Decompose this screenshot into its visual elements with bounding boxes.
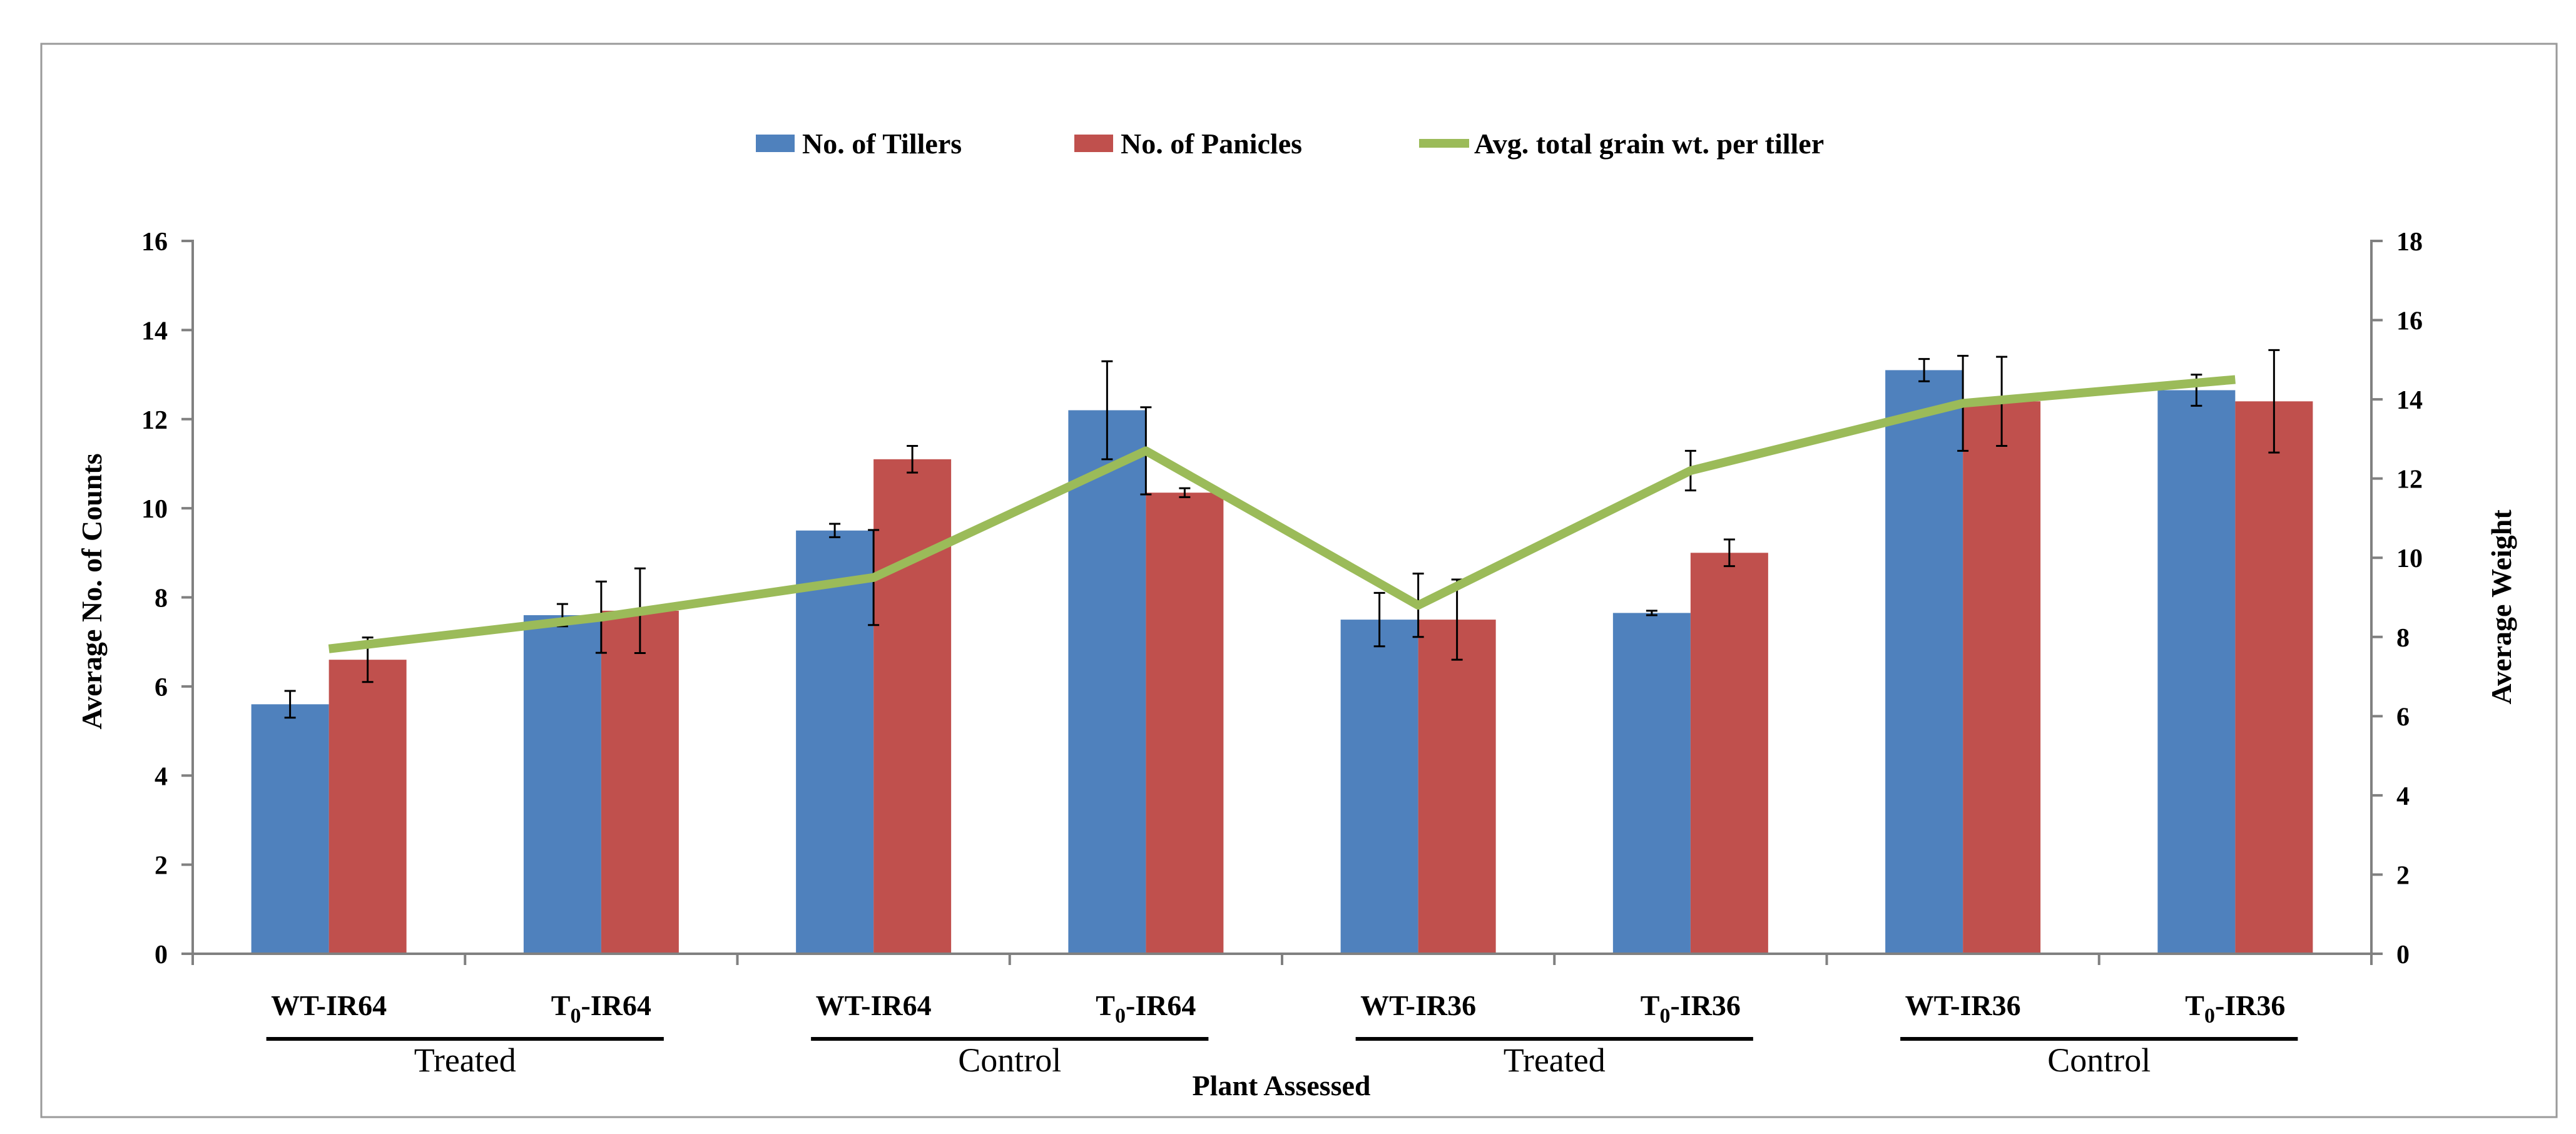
y2-tick-label-9: 18 bbox=[2396, 228, 2423, 257]
y2-tick-label-2: 4 bbox=[2396, 782, 2410, 811]
chart-frame bbox=[40, 43, 2558, 1118]
error-bar-0-4 bbox=[1373, 591, 1385, 648]
group-label-0: Treated bbox=[414, 1041, 516, 1079]
axes-layer: 0 2 4 6 8 10 12 14 16 0 2 4 6 8 10 12 14 16 18 bbox=[141, 228, 2423, 969]
bar-1-4 bbox=[1418, 620, 1496, 954]
error-bar-0-5 bbox=[1646, 610, 1657, 616]
y-tick-label-5: 10 bbox=[141, 495, 168, 524]
y2-tick-label-7: 14 bbox=[2396, 386, 2423, 415]
legend-swatch-1 bbox=[1074, 135, 1113, 152]
y2-tick-label-5: 10 bbox=[2396, 544, 2423, 573]
group-label-2: Treated bbox=[1504, 1041, 1606, 1079]
bar-1-6 bbox=[1963, 401, 2041, 954]
x-tick-label-suffix: -IR36 bbox=[1670, 989, 1740, 1021]
bar-1-5 bbox=[1690, 553, 1768, 954]
x-tick-label-4: WT-IR36 bbox=[1360, 989, 1476, 1021]
legend-label-2: Avg. total grain wt. per tiller bbox=[1474, 128, 1824, 160]
x-tick-label-6: WT-IR36 bbox=[1905, 989, 2021, 1021]
x-tick-label-2: WT-IR64 bbox=[816, 989, 932, 1021]
y-tick-label-3: 6 bbox=[155, 673, 168, 702]
bars-layer bbox=[251, 370, 2313, 954]
x-tick-label-1: T0-IR64 bbox=[551, 989, 651, 1028]
x-tick-label-suffix: -IR64 bbox=[581, 989, 651, 1021]
bar-0-1 bbox=[523, 615, 601, 954]
bar-1-0 bbox=[328, 660, 407, 954]
x-tick-label-suffix: IR36 bbox=[1960, 989, 2020, 1021]
y2-tick-label-4: 8 bbox=[2396, 624, 2410, 653]
y2-axis-label: Average Weight bbox=[2485, 509, 2517, 705]
x-tick-label-prefix: WT- bbox=[1360, 989, 1415, 1021]
bar-1-2 bbox=[873, 459, 952, 954]
x-axis-label: Plant Assessed bbox=[1193, 1070, 1371, 1101]
x-tick-label-subscript: 0 bbox=[2204, 1004, 2215, 1028]
x-tick-label-suffix: IR64 bbox=[870, 989, 931, 1021]
bar-0-0 bbox=[251, 704, 329, 954]
legend: No. of Tillers No. of Panicles Avg. total … bbox=[756, 128, 1824, 160]
y2-tick-label-6: 12 bbox=[2396, 466, 2423, 494]
error-bar-1-7 bbox=[2268, 349, 2280, 454]
y-tick-label-7: 14 bbox=[141, 317, 168, 345]
y2-tick-label-0: 0 bbox=[2396, 941, 2410, 969]
bar-1-3 bbox=[1146, 493, 1224, 954]
line-layer bbox=[328, 375, 2236, 653]
y2-tick-label-8: 16 bbox=[2396, 307, 2423, 336]
bar-0-6 bbox=[1885, 370, 1963, 954]
x-tick-label-subscript: 0 bbox=[1659, 1004, 1670, 1028]
error-bar-1-2 bbox=[907, 444, 919, 474]
bar-0-7 bbox=[2157, 390, 2236, 954]
x-tick-label-subscript: 0 bbox=[570, 1004, 581, 1028]
y2-tick-label-3: 6 bbox=[2396, 703, 2410, 732]
legend-swatch-0 bbox=[756, 135, 795, 152]
error-bar-1-5 bbox=[1723, 538, 1735, 568]
y-tick-label-8: 16 bbox=[141, 228, 168, 257]
x-tick-label-prefix: T bbox=[2185, 989, 2204, 1021]
bar-1-1 bbox=[601, 610, 679, 954]
y-tick-label-0: 0 bbox=[155, 941, 168, 969]
x-tick-label-0: WT-IR64 bbox=[271, 989, 387, 1021]
bar-0-5 bbox=[1612, 613, 1691, 954]
group-label-3: Control bbox=[2047, 1041, 2151, 1079]
x-tick-label-prefix: T bbox=[1641, 989, 1660, 1021]
y-tick-label-6: 12 bbox=[141, 406, 168, 435]
y-tick-label-1: 2 bbox=[155, 852, 168, 881]
x-tick-label-suffix: -IR64 bbox=[1126, 989, 1196, 1021]
y-axis-label: Average No. of Counts bbox=[76, 453, 108, 729]
error-bar-1-3 bbox=[1179, 487, 1191, 498]
x-tick-label-5: T0-IR36 bbox=[1641, 989, 1741, 1028]
x-tick-labels: WT-IR64 T0-IR64 WT-IR64 T0-IR64 WT-IR36 T0-IR… bbox=[271, 989, 2285, 1028]
x-tick-label-suffix: -IR36 bbox=[2215, 989, 2285, 1021]
x-tick-label-subscript: 0 bbox=[1115, 1004, 1126, 1028]
x-tick-label-suffix: IR36 bbox=[1415, 989, 1476, 1021]
x-tick-label-prefix: T bbox=[551, 989, 571, 1021]
series-line-0 bbox=[328, 375, 2236, 653]
error-bar-0-6 bbox=[1918, 358, 1930, 382]
error-bar-0-0 bbox=[284, 690, 296, 719]
x-tick-label-prefix: WT- bbox=[816, 989, 871, 1021]
legend-label-0: No. of Tillers bbox=[802, 128, 962, 160]
group-label-1: Control bbox=[958, 1041, 1061, 1079]
x-tick-label-7: T0-IR36 bbox=[2185, 989, 2285, 1028]
error-bar-0-3 bbox=[1101, 360, 1113, 461]
y-tick-label-2: 4 bbox=[155, 762, 168, 791]
group-labels: Treated Control Treated Control bbox=[266, 1037, 2298, 1079]
x-tick-label-prefix: WT- bbox=[271, 989, 326, 1021]
x-tick-label-prefix: T bbox=[1096, 989, 1115, 1021]
legend-label-1: No. of Panicles bbox=[1121, 128, 1302, 160]
error-bar-0-2 bbox=[829, 523, 841, 538]
y-tick-label-4: 8 bbox=[155, 585, 168, 613]
bar-0-2 bbox=[796, 530, 874, 954]
bar-1-7 bbox=[2235, 401, 2313, 954]
y2-tick-label-1: 2 bbox=[2396, 861, 2410, 890]
bar-0-3 bbox=[1068, 410, 1146, 954]
x-tick-label-prefix: WT- bbox=[1905, 989, 1960, 1021]
x-tick-label-3: T0-IR64 bbox=[1096, 989, 1196, 1028]
bar-0-4 bbox=[1340, 620, 1418, 954]
x-tick-label-suffix: IR64 bbox=[326, 989, 387, 1021]
